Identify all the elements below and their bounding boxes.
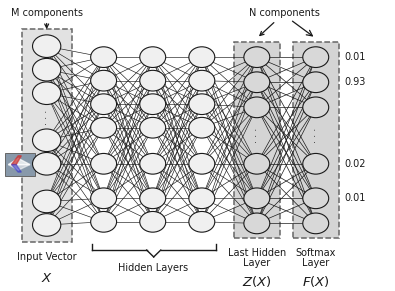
Circle shape [244,72,270,93]
Circle shape [140,117,166,138]
Circle shape [244,97,270,118]
Circle shape [303,97,329,118]
Text: Softmax: Softmax [295,249,336,258]
Text: $F(X)$: $F(X)$ [302,274,330,289]
Circle shape [140,188,166,209]
Circle shape [32,35,61,57]
Text: Input Vector: Input Vector [17,252,77,262]
Text: Layer: Layer [302,258,329,268]
Circle shape [32,82,61,104]
Circle shape [244,213,270,234]
Circle shape [244,47,270,68]
Bar [6,153,35,176]
Circle shape [91,94,117,115]
Circle shape [91,70,117,91]
Circle shape [244,153,270,174]
Circle shape [140,70,166,91]
Circle shape [32,58,61,81]
Circle shape [91,212,117,232]
Text: Last Hidden: Last Hidden [228,249,286,258]
Text: · · ·: · · · [41,110,52,125]
Circle shape [91,47,117,68]
FancyBboxPatch shape [21,29,72,242]
Circle shape [303,47,329,68]
Circle shape [303,188,329,209]
Circle shape [189,94,215,115]
Circle shape [189,188,215,209]
Circle shape [189,117,215,138]
Circle shape [244,188,270,209]
Circle shape [303,72,329,93]
Circle shape [32,152,61,175]
Circle shape [189,212,215,232]
Circle shape [303,213,329,234]
FancyBboxPatch shape [234,42,280,238]
Text: 0.02: 0.02 [344,159,366,169]
Circle shape [91,188,117,209]
Text: 0.93: 0.93 [344,77,366,87]
Text: M components: M components [11,8,83,28]
Circle shape [189,70,215,91]
Circle shape [32,190,61,213]
Circle shape [140,212,166,232]
Text: Layer: Layer [243,258,271,268]
Circle shape [32,214,61,236]
FancyBboxPatch shape [293,42,339,238]
Text: N components: N components [249,8,320,36]
Text: · · ·: · · · [252,128,262,143]
Text: 0.01: 0.01 [344,193,366,203]
Polygon shape [11,165,21,172]
Circle shape [189,153,215,174]
Circle shape [140,153,166,174]
Circle shape [91,153,117,174]
Circle shape [140,47,166,68]
Text: · · ·: · · · [311,128,321,143]
Circle shape [32,129,61,152]
Text: Hidden Layers: Hidden Layers [118,262,188,273]
Circle shape [303,153,329,174]
Circle shape [189,47,215,68]
Text: 0.01: 0.01 [344,52,366,62]
Polygon shape [11,156,21,165]
Circle shape [91,117,117,138]
Text: $X$: $X$ [41,272,53,285]
Polygon shape [8,158,30,165]
Circle shape [140,94,166,115]
Text: $Z(X)$: $Z(X)$ [242,274,272,289]
Polygon shape [8,165,30,170]
